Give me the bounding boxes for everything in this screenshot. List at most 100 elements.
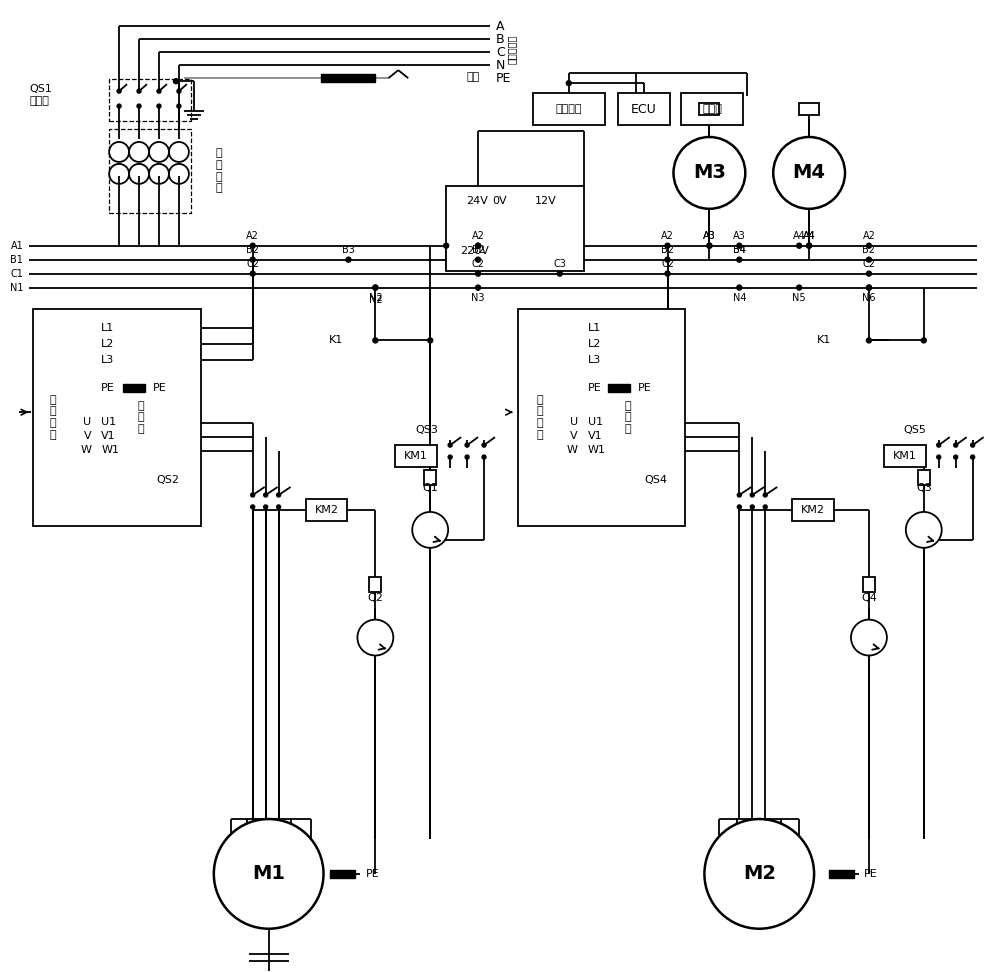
Text: PE: PE: [365, 869, 379, 879]
Bar: [918, 470, 930, 485]
Text: QS2: QS2: [156, 475, 179, 485]
Circle shape: [137, 104, 141, 108]
Circle shape: [264, 504, 268, 509]
Circle shape: [866, 285, 871, 290]
Circle shape: [214, 819, 324, 928]
Text: 变
频
器: 变 频 器: [138, 400, 144, 434]
Text: M3: M3: [693, 163, 726, 183]
Circle shape: [264, 493, 268, 497]
Text: L3: L3: [101, 356, 114, 365]
Text: B4: B4: [733, 245, 746, 255]
Circle shape: [773, 137, 845, 209]
Text: W1: W1: [101, 445, 119, 455]
Circle shape: [177, 104, 181, 108]
Text: U1: U1: [101, 417, 116, 427]
Text: 过
流
保
护: 过 流 保 护: [216, 149, 222, 193]
Text: 220V: 220V: [460, 246, 489, 256]
Text: W: W: [80, 445, 91, 455]
Text: L1: L1: [101, 324, 114, 333]
Bar: [123, 384, 145, 393]
Text: 显示屏: 显示屏: [702, 104, 722, 114]
Circle shape: [250, 243, 255, 248]
Circle shape: [373, 285, 378, 290]
Text: N3: N3: [471, 293, 485, 302]
Text: C: C: [496, 46, 505, 58]
Text: N4: N4: [733, 293, 746, 302]
Text: KM1: KM1: [404, 451, 428, 461]
Text: L1: L1: [588, 324, 601, 333]
Circle shape: [566, 81, 571, 86]
Text: 0V: 0V: [493, 195, 507, 206]
Text: V1: V1: [588, 432, 602, 441]
Circle shape: [750, 504, 754, 509]
Circle shape: [373, 338, 378, 343]
Text: A3: A3: [703, 230, 716, 241]
Text: A3: A3: [703, 230, 716, 241]
Circle shape: [737, 285, 742, 290]
Text: M4: M4: [793, 163, 826, 183]
Circle shape: [251, 493, 255, 497]
Circle shape: [476, 258, 481, 262]
Text: B2: B2: [862, 245, 875, 255]
Text: C2: C2: [661, 259, 674, 268]
Text: PE: PE: [588, 383, 601, 394]
Circle shape: [763, 504, 767, 509]
Text: L2: L2: [588, 339, 601, 349]
Circle shape: [937, 455, 941, 459]
Circle shape: [117, 104, 121, 108]
Circle shape: [971, 443, 975, 447]
Bar: [863, 576, 875, 592]
Circle shape: [906, 512, 942, 548]
Bar: [799, 103, 819, 115]
Text: B1: B1: [10, 255, 23, 264]
Circle shape: [412, 512, 448, 548]
Circle shape: [465, 455, 469, 459]
Bar: [792, 499, 834, 521]
Circle shape: [465, 443, 469, 447]
Text: N6: N6: [862, 293, 876, 302]
Text: 12V: 12V: [535, 195, 557, 206]
Text: Q1: Q1: [422, 483, 438, 493]
Bar: [446, 186, 584, 270]
Text: W1: W1: [588, 445, 606, 455]
Text: W: W: [567, 445, 578, 455]
Bar: [109, 129, 191, 213]
Bar: [330, 870, 355, 878]
Circle shape: [707, 243, 712, 248]
Circle shape: [277, 504, 281, 509]
Circle shape: [797, 285, 802, 290]
Circle shape: [428, 338, 433, 343]
Text: Q3: Q3: [916, 483, 932, 493]
Text: B: B: [496, 33, 505, 46]
Bar: [608, 384, 630, 393]
Text: L2: L2: [101, 339, 115, 349]
Circle shape: [346, 258, 351, 262]
Text: ECU: ECU: [631, 103, 656, 116]
Text: 信
号
输
入: 信 号 输 入: [537, 395, 543, 439]
Text: N2: N2: [369, 295, 382, 304]
Text: 传感器组: 传感器组: [556, 104, 582, 114]
Circle shape: [277, 493, 281, 497]
Text: C2: C2: [472, 259, 485, 268]
Circle shape: [807, 243, 812, 248]
Text: C2: C2: [246, 259, 259, 268]
Text: U1: U1: [588, 417, 603, 427]
Circle shape: [704, 819, 814, 928]
Circle shape: [737, 258, 742, 262]
Text: B3: B3: [342, 245, 355, 255]
Text: A2: A2: [661, 230, 674, 241]
Circle shape: [851, 619, 887, 655]
Circle shape: [157, 89, 161, 93]
Circle shape: [866, 285, 871, 290]
Text: N1: N1: [10, 283, 23, 293]
Bar: [699, 103, 719, 115]
Text: B4: B4: [733, 245, 746, 255]
Bar: [306, 499, 347, 521]
Text: N2: N2: [369, 293, 382, 302]
Circle shape: [476, 243, 481, 248]
Circle shape: [482, 455, 486, 459]
Circle shape: [763, 493, 767, 497]
Text: C2: C2: [862, 259, 875, 268]
Text: 电源线输入: 电源线输入: [507, 35, 517, 64]
Text: N5: N5: [792, 293, 806, 302]
